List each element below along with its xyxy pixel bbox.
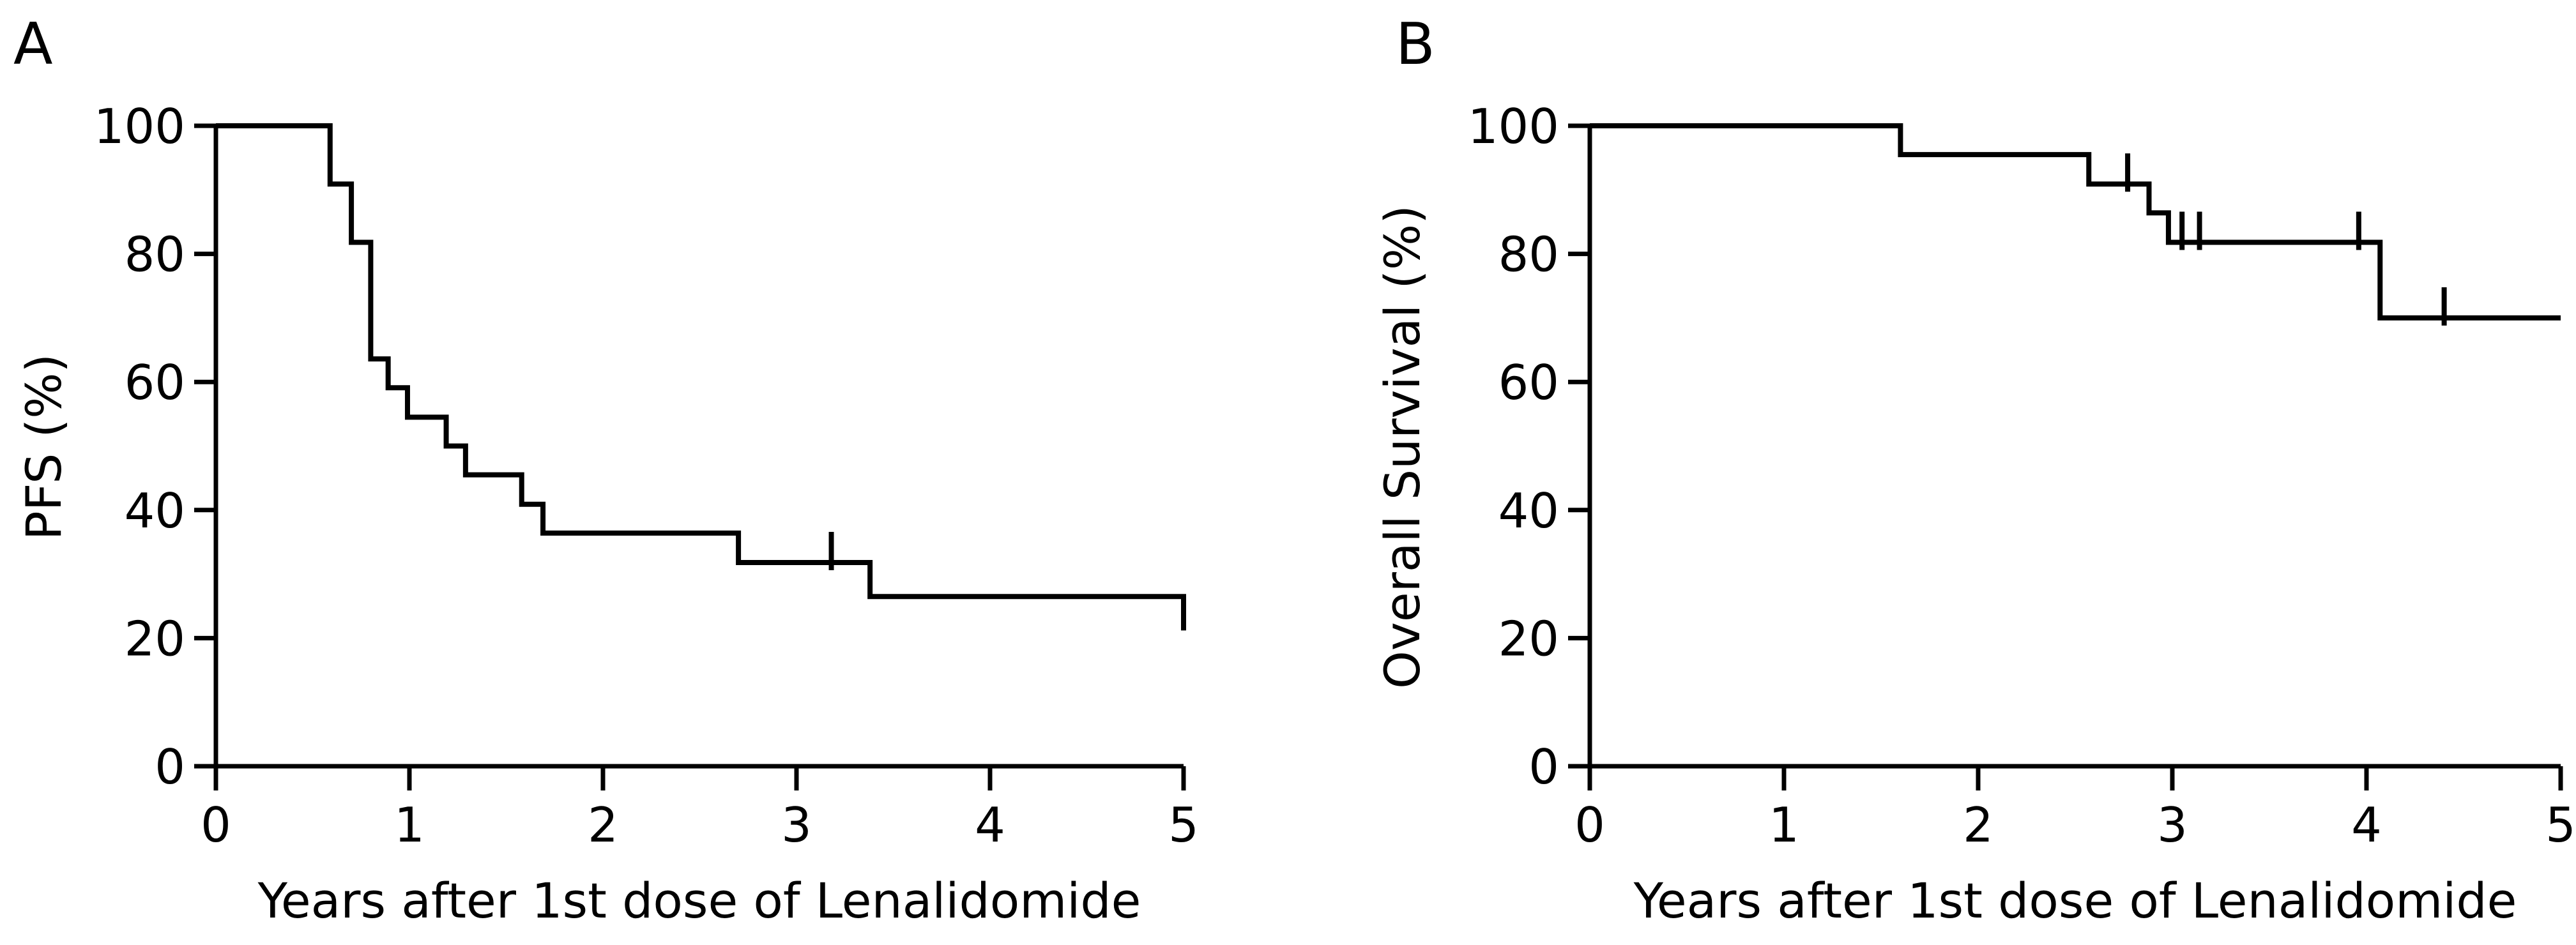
x-tick-label: 3 [781, 797, 812, 853]
x-tick-label: 4 [975, 797, 1005, 853]
panel-b: B Overall Survival (%) Years after 1st d… [1374, 11, 2576, 929]
panel-a-label: A [13, 11, 53, 78]
y-tick-label: 100 [1468, 98, 1559, 155]
y-tick-label: 80 [1498, 227, 1559, 283]
x-tick-label: 3 [2157, 797, 2188, 853]
y-tick-label: 60 [125, 354, 185, 411]
km-curve [1590, 123, 2561, 321]
y-tick-label: 40 [125, 483, 185, 539]
x-tick-label: 1 [1769, 797, 1799, 853]
y-tick-label: 20 [1498, 610, 1559, 667]
panel-a-y-axis-title: PFS (%) [15, 354, 72, 540]
panel-a-x-axis-title: Years after 1st dose of Lenalidomide [257, 872, 1141, 929]
panel-b-y-axis-title: Overall Survival (%) [1374, 205, 1431, 689]
y-tick-label: 0 [1528, 739, 1559, 795]
x-tick-label: 0 [1574, 797, 1605, 853]
y-tick-label: 100 [94, 98, 185, 155]
panel-a: A PFS (%) Years after 1st dose of Lenali… [13, 11, 1199, 929]
x-tick-label: 1 [394, 797, 425, 853]
x-tick-label: 2 [588, 797, 618, 853]
x-tick-label: 0 [201, 797, 231, 853]
y-tick-label: 60 [1498, 354, 1559, 411]
y-tick-label: 0 [155, 739, 185, 795]
x-tick-label: 5 [2545, 797, 2576, 853]
panel-a-plot-area: 0 20 40 60 80 100 0 1 2 3 4 5 [94, 98, 1199, 853]
panel-b-label: B [1396, 11, 1435, 78]
x-tick-label: 4 [2351, 797, 2382, 853]
x-tick-label: 5 [1168, 797, 1199, 853]
km-curve [216, 123, 1186, 631]
panel-b-x-axis-title: Years after 1st dose of Lenalidomide [1633, 872, 2517, 929]
y-tick-label: 80 [125, 227, 185, 283]
y-tick-label: 20 [125, 610, 185, 667]
panel-b-plot-area: 0 20 40 60 80 100 0 1 2 3 4 5 [1468, 98, 2576, 853]
x-tick-label: 2 [1963, 797, 1993, 853]
y-tick-label: 40 [1498, 483, 1559, 539]
